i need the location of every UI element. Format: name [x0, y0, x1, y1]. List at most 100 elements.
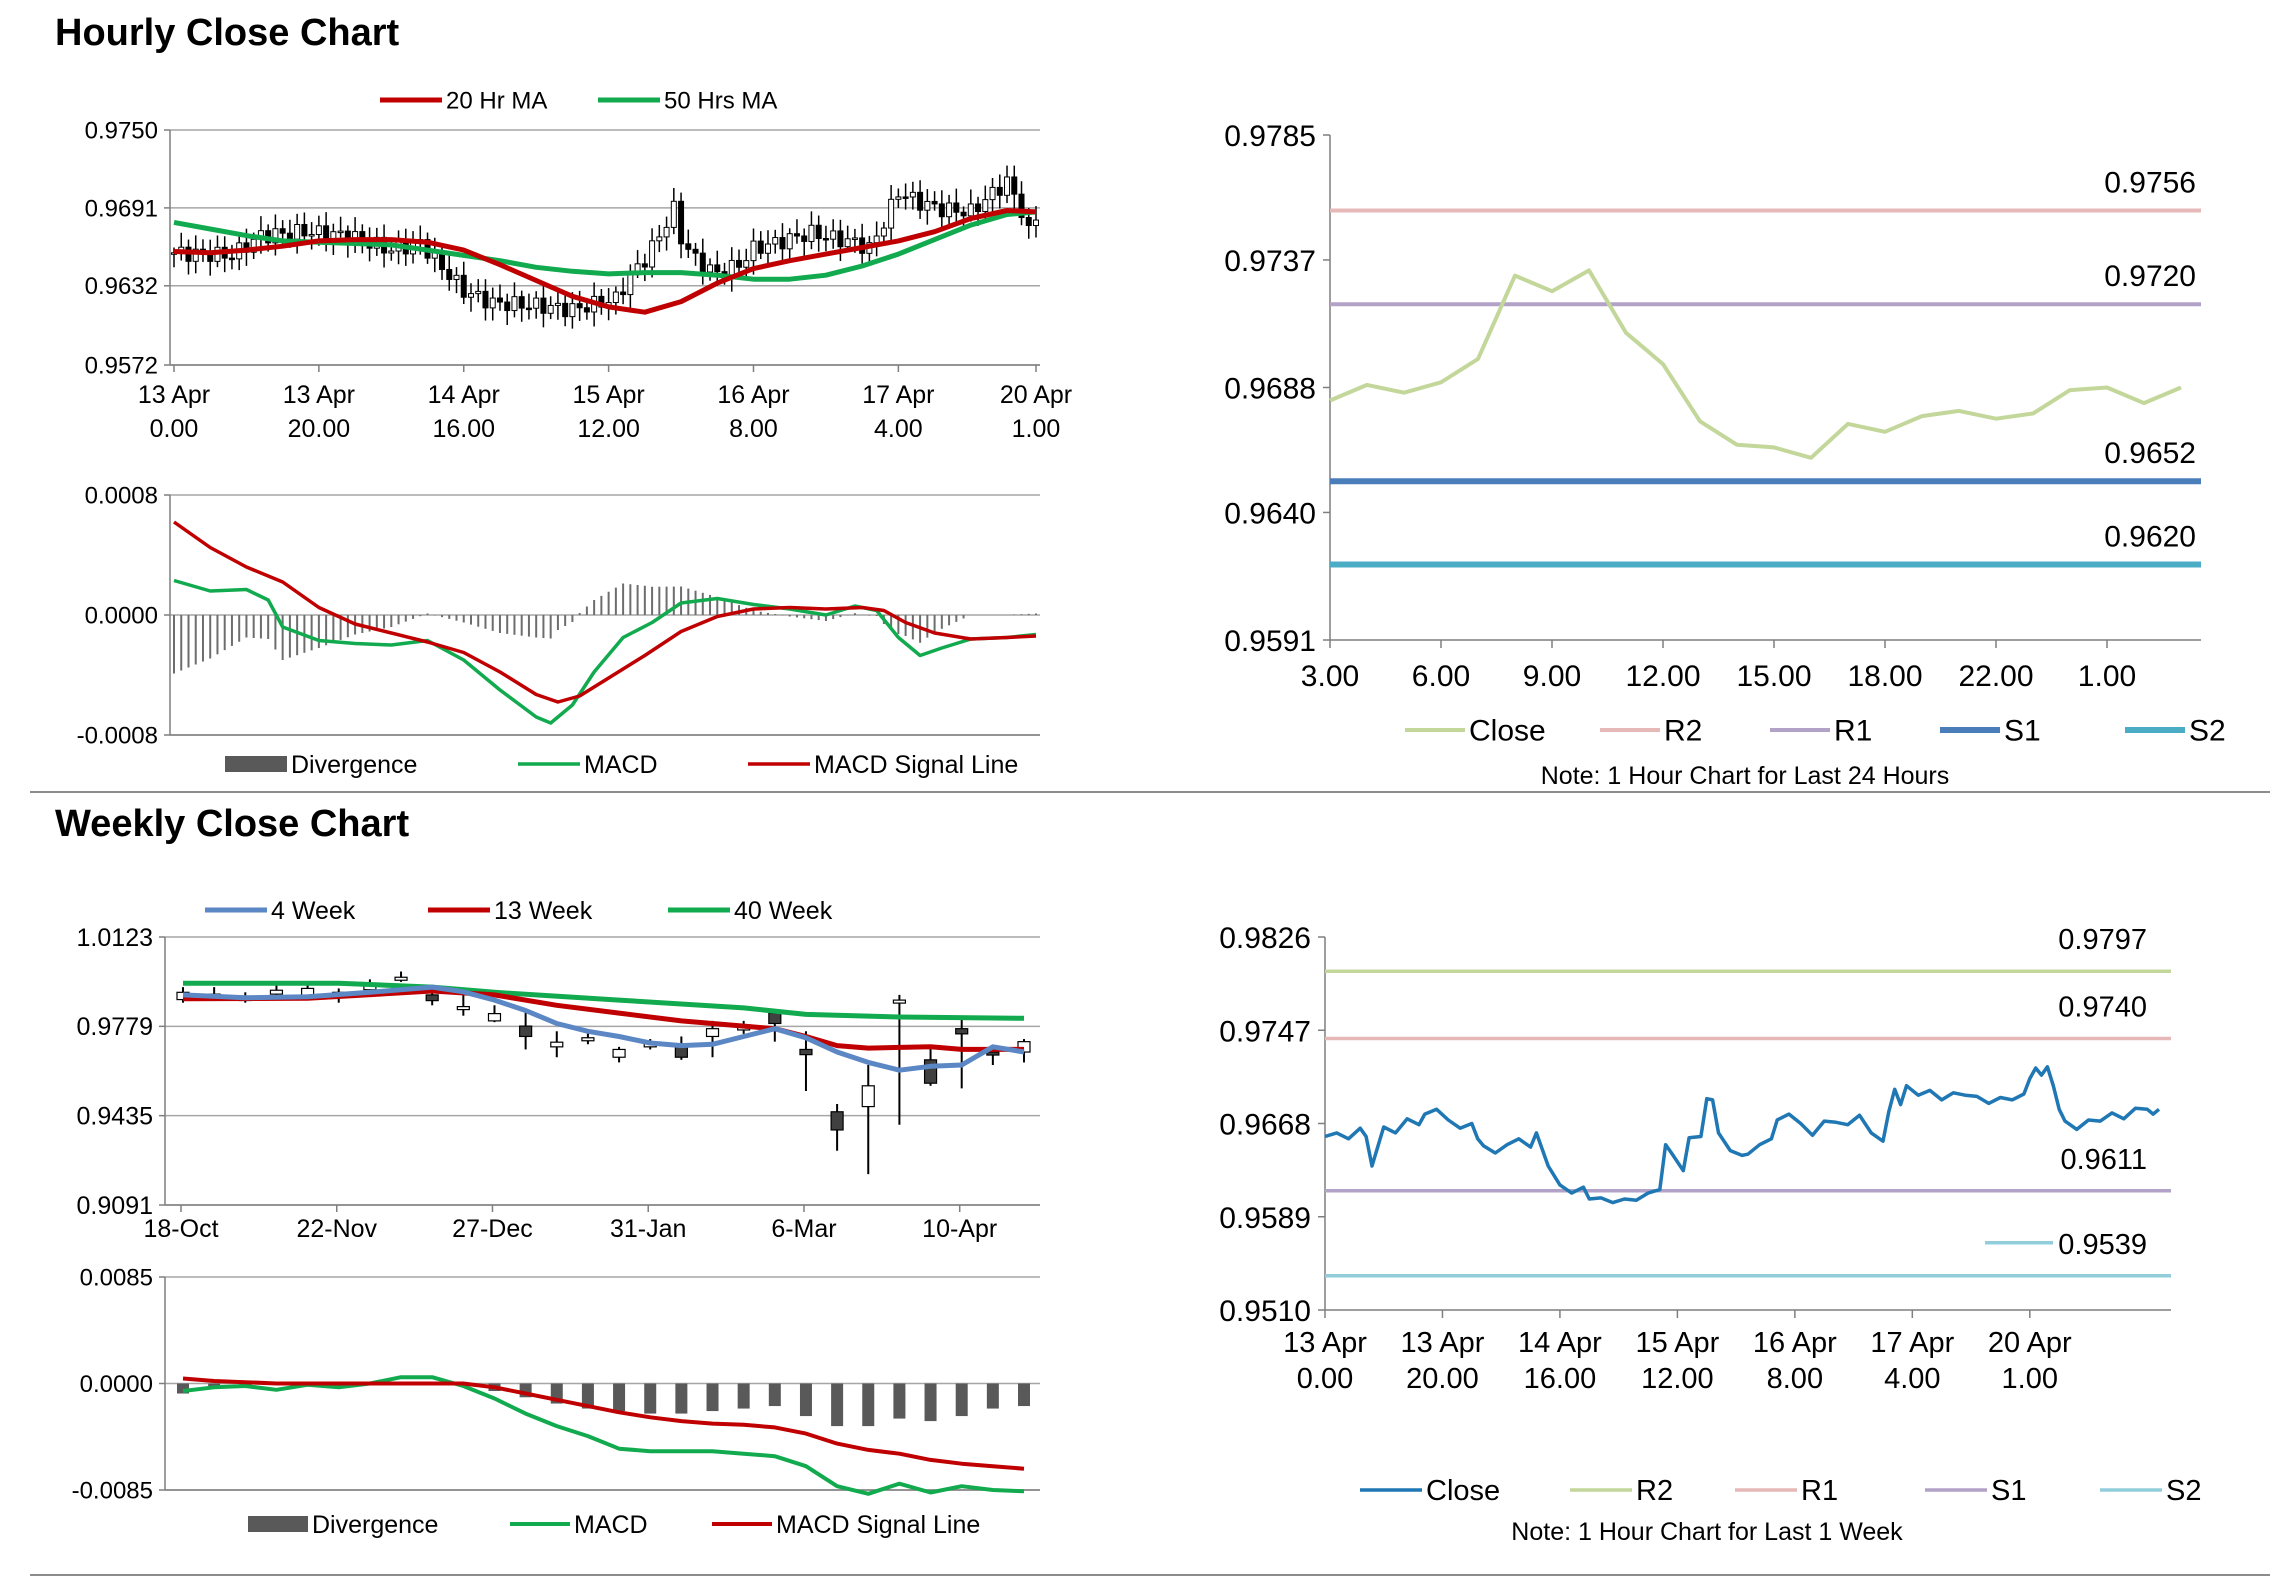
- hourly-candle-body: [967, 203, 974, 217]
- weekly-candle-body: [612, 1048, 626, 1058]
- legend-weekly-close-label: Close: [1426, 1475, 1500, 1507]
- weekly-price-y-tick-label: 0.9779: [77, 1013, 153, 1041]
- hourly-candle-body: [663, 226, 670, 238]
- hourly-candle-body: [294, 224, 301, 240]
- weekly-divergence-bar: [768, 1383, 781, 1407]
- hourly-macd-y-tick-label: 0.0008: [85, 482, 158, 509]
- weekly-divergence-bar: [893, 1383, 906, 1419]
- legend-weekly-macd-signal-label: MACD Signal Line: [776, 1511, 980, 1539]
- hourly-candle-body: [576, 303, 583, 309]
- legend-40-week-label: 40 Week: [734, 897, 833, 925]
- weekly-divergence-bar: [644, 1383, 657, 1414]
- hourly-candle-body: [279, 228, 286, 234]
- weekly-levels-y-label: 0.9589: [1219, 1202, 1311, 1235]
- hourly-macd-line: [173, 578, 1037, 725]
- hourly-levels-x-label: 6.00: [1412, 660, 1470, 693]
- hourly-candle-body: [844, 238, 851, 248]
- hourly-candle-body: [496, 297, 503, 303]
- weekly-levels-x-label: 20 Apr: [1988, 1327, 2072, 1359]
- hourly-candle-body: [511, 296, 518, 312]
- hourly-candle-body: [286, 232, 293, 240]
- weekly-candle-body: [861, 1085, 875, 1108]
- hourly-levels-x-label: 3.00: [1301, 660, 1359, 693]
- weekly-macd-y-tick-label: 0.0000: [80, 1371, 153, 1398]
- ma40-line: [183, 980, 1025, 1021]
- hourly-candle-body: [793, 233, 800, 237]
- hourly-candle-body: [460, 274, 467, 298]
- weekly-divergence-bar: [581, 1383, 594, 1409]
- legend-weekly-divergence-swatch: [248, 1516, 308, 1532]
- hourly-levels-y-label: 0.9688: [1224, 373, 1316, 406]
- weekly-levels-note: Note: 1 Hour Chart for Last 1 Week: [1511, 1518, 1903, 1546]
- weekly-candle-body: [394, 976, 408, 981]
- hourly-candle-body: [938, 203, 945, 218]
- hourly-candle-body: [1004, 176, 1011, 196]
- weekly-macd-chart: 0.0085 0.0000 -0.0085 Divergence MACD MACD Si…: [72, 1264, 1040, 1539]
- weekly-levels-x-label: 4.00: [1884, 1363, 1940, 1395]
- hourly-candle-body: [743, 260, 750, 268]
- weekly-price-x-label: 6-Mar: [771, 1215, 836, 1243]
- hourly-candle-body: [750, 240, 757, 262]
- hourly-price-y-tick-label: 0.9691: [85, 195, 158, 222]
- weekly-candle-body: [581, 1037, 595, 1042]
- hourly-candle-body: [315, 225, 322, 236]
- weekly-levels-y-label: 0.9510: [1219, 1295, 1311, 1328]
- weekly-candle-body: [519, 1025, 533, 1038]
- hourly-candle-body: [547, 304, 554, 314]
- hourly-macd-y-tick-label: -0.0008: [77, 722, 158, 749]
- hourly-candle-body: [924, 200, 931, 211]
- weekly-divergence-bar: [986, 1383, 999, 1409]
- weekly-divergence-bar: [737, 1383, 750, 1409]
- hourly-levels-note: Note: 1 Hour Chart for Last 24 Hours: [1541, 762, 1950, 790]
- weekly-candle-body: [830, 1111, 844, 1131]
- legend-divergence-label: Divergence: [291, 751, 417, 779]
- hourly-candle-body: [699, 252, 706, 273]
- hourly-candle-body: [764, 243, 771, 254]
- hourly-price-x-label: 14 Apr: [428, 381, 500, 409]
- hourly-price-x-label: 16.00: [432, 415, 495, 443]
- hourly-candle-body: [337, 230, 344, 234]
- weekly-candle-body: [487, 1013, 502, 1022]
- hourly-candle-body: [895, 196, 902, 200]
- hourly-candle-body: [453, 274, 460, 280]
- hourly-candle-body: [670, 200, 677, 228]
- hourly-levels-y-label: 0.9640: [1224, 497, 1316, 530]
- weekly-candle-body: [425, 994, 439, 1002]
- hourly-levels-x-label: 18.00: [1847, 660, 1922, 693]
- hourly-candle-body: [678, 200, 685, 245]
- weekly-levels-x-label: 14 Apr: [1518, 1327, 1602, 1359]
- legend-50hrs-ma-label: 50 Hrs MA: [664, 87, 777, 114]
- weekly-candle-body: [799, 1048, 813, 1056]
- hourly-macd-y-tick-label: 0.0000: [85, 602, 158, 629]
- legend-weekly-r2-label: R2: [1636, 1475, 1673, 1507]
- weekly-levels-x-label: 16 Apr: [1753, 1327, 1837, 1359]
- hourly-candle-body: [192, 248, 199, 262]
- weekly-levels-x-label: 17 Apr: [1870, 1327, 1954, 1359]
- legend-weekly-s2-label: S2: [2166, 1475, 2201, 1507]
- weekly-candle-body: [986, 1051, 1000, 1056]
- legend-hourly-close-label: Close: [1469, 715, 1546, 748]
- level-r1-label: 0.9720: [2104, 260, 2196, 293]
- hourly-price-x-label: 20 Apr: [1000, 381, 1072, 409]
- hourly-candle-body: [931, 200, 938, 205]
- hourly-candle-body: [1033, 219, 1039, 227]
- hourly-candle-body: [446, 268, 453, 280]
- weekly-levels-x-label: 8.00: [1767, 1363, 1823, 1395]
- hourly-candle-body: [685, 243, 692, 250]
- legend-4-week-label: 4 Week: [271, 897, 356, 925]
- weekly-level-r2-label: 0.9797: [2058, 924, 2147, 956]
- ma20-line: [173, 208, 1037, 315]
- legend-hourly-s2-label: S2: [2189, 715, 2226, 748]
- hourly-candle-body: [641, 263, 648, 268]
- hourly-candle-body: [1011, 176, 1018, 195]
- weekly-price-x-label: 27-Dec: [452, 1215, 533, 1243]
- hourly-close-line: [1329, 268, 2182, 460]
- hourly-candle-body: [612, 291, 619, 304]
- weekly-candle-body: [1017, 1041, 1031, 1053]
- legend-weekly-divergence-label: Divergence: [312, 1511, 438, 1539]
- hourly-price-x-label: 8.00: [729, 415, 778, 443]
- hourly-price-x-label: 4.00: [874, 415, 923, 443]
- weekly-candle-body: [955, 1028, 969, 1035]
